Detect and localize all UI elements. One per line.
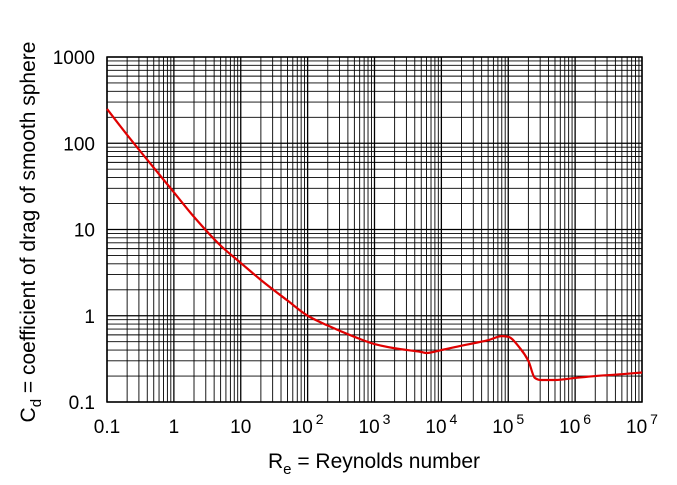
x-tick-label: 10 6 bbox=[559, 411, 591, 438]
y-tick-label: 1 bbox=[84, 307, 95, 328]
y-tick-label: 1000 bbox=[53, 48, 95, 69]
x-tick-label: 10 3 bbox=[359, 411, 391, 438]
x-tick-labels: 0.1 1 10 10 2 10 3 10 4 10 5 10 6 10 7 bbox=[94, 411, 658, 438]
x-tick-label: 10 4 bbox=[425, 411, 457, 438]
x-axis-title-subscript: e bbox=[283, 461, 291, 478]
series-layer bbox=[106, 108, 643, 382]
x-tick-label: 10 2 bbox=[292, 411, 324, 438]
x-tick-label: 10 5 bbox=[492, 411, 524, 438]
y-axis-title: Cd = coefficient of drag of smooth spher… bbox=[17, 42, 45, 423]
drag-curve bbox=[106, 108, 643, 382]
x-axis-title: Re = Reynolds number bbox=[268, 450, 480, 478]
y-tick-label: 0.1 bbox=[69, 393, 95, 414]
x-tick-label: 10 bbox=[230, 417, 251, 438]
y-axis-title-subscript: d bbox=[28, 399, 45, 407]
y-tick-label: 100 bbox=[63, 134, 95, 155]
y-tick-label: 10 bbox=[74, 221, 95, 242]
x-tick-label: 0.1 bbox=[94, 417, 120, 438]
x-tick-label: 10 7 bbox=[626, 411, 658, 438]
x-tick-label: 1 bbox=[169, 417, 180, 438]
y-tick-labels: 0.1 1 10 100 1000 bbox=[53, 48, 95, 414]
plot-frame bbox=[106, 56, 643, 403]
